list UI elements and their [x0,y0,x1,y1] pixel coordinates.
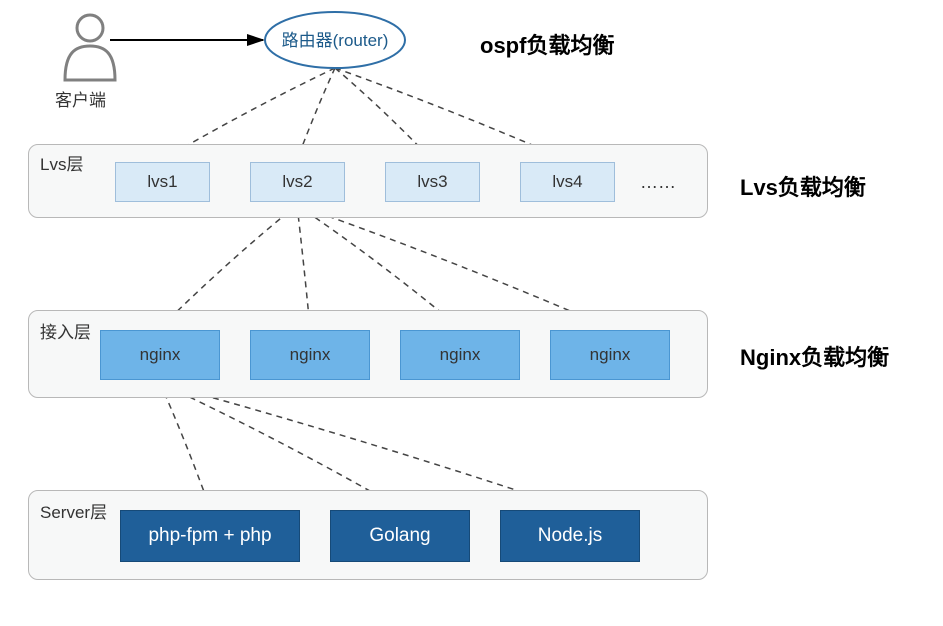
node-nginx-1: nginx [250,330,370,380]
side-label-nginx: Nginx负载均衡 [740,340,889,372]
side-label-lvs: Lvs负载均衡 [740,170,866,202]
node-nginx-3: nginx [550,330,670,380]
node-server-1: Golang [330,510,470,562]
node-server-2: Node.js [500,510,640,562]
ellipsis-lvs: …… [640,172,676,193]
layer-label-server: Server层 [40,498,107,523]
node-server-0: php-fpm + php [120,510,300,562]
ospf-label: ospf负载均衡 [480,28,614,60]
client-label: 客户端 [55,86,106,111]
svg-text:路由器(router): 路由器(router) [282,31,389,50]
node-lvs-1: lvs2 [250,162,345,202]
node-nginx-0: nginx [100,330,220,380]
client-node [50,8,130,88]
node-lvs-0: lvs1 [115,162,210,202]
node-lvs-3: lvs4 [520,162,615,202]
user-icon [50,8,130,88]
layer-label-lvs: Lvs层 [40,150,83,175]
node-nginx-2: nginx [400,330,520,380]
node-lvs-2: lvs3 [385,162,480,202]
layer-label-nginx: 接入层 [40,318,91,343]
